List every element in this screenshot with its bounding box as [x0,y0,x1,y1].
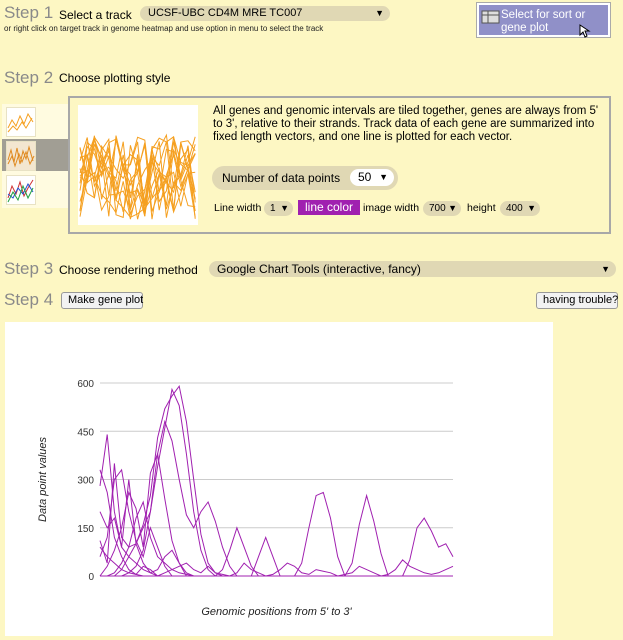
preview-line [79,136,196,220]
preview-line [79,136,196,212]
style-option-lines[interactable] [6,107,36,137]
table-icon [481,10,500,24]
step1-number: Step 1 [4,3,54,22]
line-color-button[interactable]: line color [298,200,360,215]
chevron-down-icon: ▼ [527,203,536,213]
chevron-down-icon: ▼ [280,203,289,213]
x-axis-label: Genomic positions from 5' to 3' [201,606,352,618]
series-line [100,385,453,577]
multicolor-style-thumb-icon [7,179,34,203]
preview-line [79,137,196,217]
having-trouble-button[interactable]: having trouble? [536,292,618,309]
style-preview [78,105,198,225]
step4-number: Step 4 [4,290,54,309]
step3-number: Step 3 [4,259,54,278]
line-color-label: line color [304,200,354,214]
preview-line [79,135,196,220]
series-line [99,463,453,577]
render-method-select[interactable]: Google Chart Tools (interactive, fancy) … [209,261,616,277]
y-tick-label: 300 [77,476,94,487]
step3-label: Choose rendering method [59,263,198,277]
gene-plot-chart: 0 150 300 450 600 Genomic positions from 5' t… [5,322,553,636]
y-axis-label: Data point values [37,437,49,522]
image-width-value: 700 [429,203,446,214]
track-select-value: UCSF-UBC CD4M MRE TC007 [148,7,303,19]
step2-label: Choose plotting style [59,71,171,85]
y-tick-label: 450 [77,427,94,438]
y-tick-label: 150 [77,524,94,535]
image-width-label: image width [363,202,420,214]
preview-line [79,133,196,203]
style-option-tiled[interactable] [6,141,36,171]
track-select[interactable]: UCSF-UBC CD4M MRE TC007 ▼ [140,6,390,21]
series-line [99,434,453,577]
series-line [100,387,453,577]
chevron-down-icon: ▼ [379,172,388,182]
datapoints-select[interactable]: 50 ▼ [350,169,394,186]
style-preview-image [79,133,196,220]
cursor-icon [579,24,591,38]
line-style-thumb-icon [7,112,34,133]
datapoints-value: 50 [358,170,372,184]
height-label: height [467,202,496,214]
image-width-select[interactable]: 700 ▼ [423,201,461,216]
preview-line [79,137,196,218]
series-line [99,546,454,577]
gene-plot-svg: 0 150 300 450 600 Genomic positions from 5' t… [37,379,454,618]
height-value: 400 [506,203,523,214]
tiled-style-thumb-icon [7,142,35,170]
step1-label: Select a track [59,8,132,22]
line-width-select[interactable]: 1 ▼ [264,201,293,216]
datapoints-label: Number of data points [222,171,341,185]
select-for-sort-button[interactable]: Select for sort or gene plot [477,3,610,38]
select-for-sort-label: Select for sort or gene plot [501,9,586,34]
step2-number: Step 2 [4,68,54,87]
chevron-down-icon: ▼ [448,203,457,213]
line-width-value: 1 [270,203,276,214]
series-line [99,468,453,577]
height-select[interactable]: 400 ▼ [500,201,540,216]
line-width-label: Line width [214,202,262,214]
y-tick-label: 600 [77,379,94,390]
render-method-value: Google Chart Tools (interactive, fancy) [217,262,421,276]
make-gene-plot-button[interactable]: Make gene plot [61,292,143,309]
y-tick-label: 0 [88,572,94,583]
chevron-down-icon: ▼ [375,8,384,18]
preview-line [79,135,196,212]
series-line [99,469,453,577]
chevron-down-icon: ▼ [601,264,610,274]
preview-line [79,136,196,218]
style-description: All genes and genomic intervals are tile… [213,105,599,143]
step1-hint: or right click on target track in genome… [4,24,324,33]
style-option-multicolor[interactable] [6,175,36,205]
